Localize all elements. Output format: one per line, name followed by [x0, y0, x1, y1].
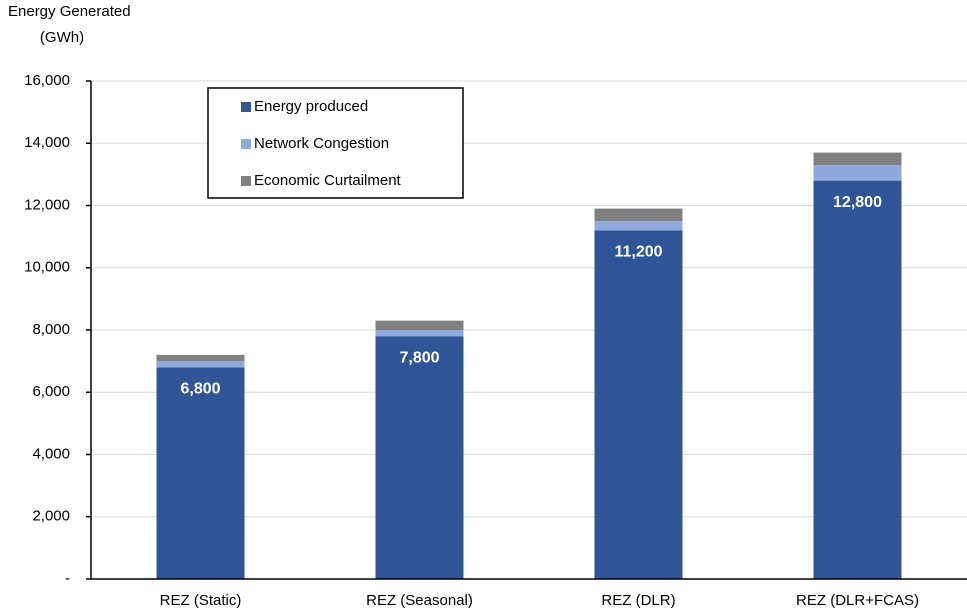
bar-segment: [375, 336, 464, 579]
y-tick-label: 8,000: [32, 321, 70, 338]
bar-segment: [156, 367, 245, 579]
bar-segment: [375, 320, 464, 330]
legend-label: Economic Curtailment: [254, 172, 402, 189]
legend-label: Energy produced: [254, 98, 368, 115]
y-tick-label: -: [65, 570, 70, 587]
bar-segment: [375, 330, 464, 337]
bar-segment: [813, 180, 902, 579]
bar-segment: [156, 361, 245, 368]
y-axis-label: Energy Generated: [8, 3, 131, 20]
y-axis-label: (GWh): [40, 29, 84, 46]
bar-segment: [813, 152, 902, 166]
y-tick-label: 16,000: [24, 72, 70, 89]
bar-segment: [594, 230, 683, 579]
y-tick-label: 12,000: [24, 196, 70, 213]
x-tick-label: REZ (DLR+FCAS): [796, 592, 919, 609]
value-label: 11,200: [614, 244, 662, 261]
legend-swatch: [241, 102, 251, 112]
y-tick-label: 14,000: [24, 134, 70, 151]
bar-segment: [594, 221, 683, 231]
bar-segment: [156, 354, 245, 362]
value-label: 7,800: [399, 349, 439, 366]
y-tick-label: 6,000: [32, 383, 70, 400]
bar-segment: [594, 208, 683, 222]
x-tick-label: REZ (Static): [160, 592, 242, 609]
legend-swatch: [241, 139, 251, 149]
y-tick-label: 4,000: [32, 445, 70, 462]
bar-segment: [813, 165, 902, 181]
y-tick-label: 2,000: [32, 508, 70, 525]
legend-swatch: [241, 176, 251, 186]
legend-label: Network Congestion: [254, 135, 389, 152]
x-tick-label: REZ (DLR): [601, 592, 675, 609]
value-label: 6,800: [180, 381, 220, 398]
value-label: 12,800: [833, 194, 882, 211]
x-tick-label: REZ (Seasonal): [366, 592, 473, 609]
y-tick-label: 10,000: [24, 259, 70, 276]
